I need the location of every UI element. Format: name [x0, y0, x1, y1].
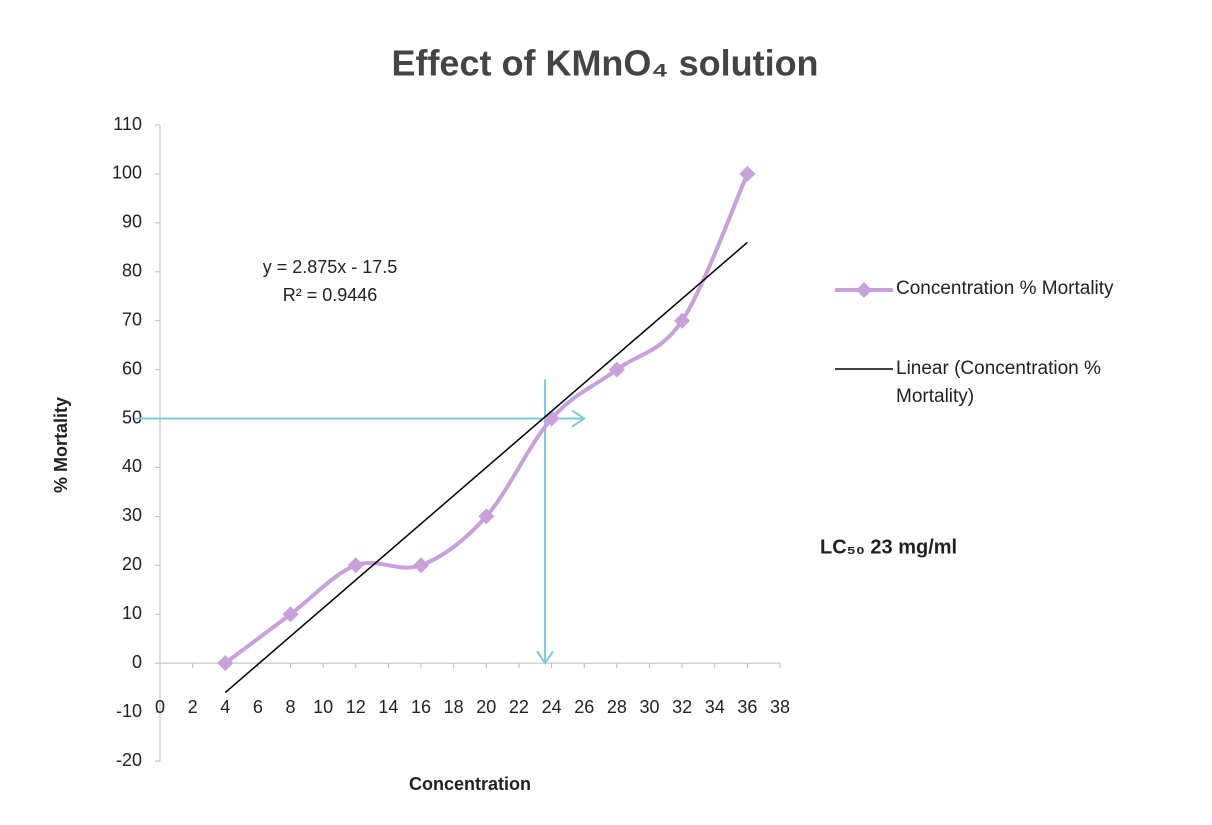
- x-tick-label: 16: [411, 697, 431, 717]
- marker: [217, 655, 234, 672]
- legend-label: Concentration % Mortality: [896, 278, 1114, 299]
- x-tick-label: 24: [542, 697, 562, 717]
- x-tick-label: 18: [444, 697, 464, 717]
- y-tick-label: 110: [113, 114, 142, 134]
- x-tick-label: 12: [346, 697, 366, 717]
- y-tick-label: 20: [122, 554, 142, 574]
- marker: [478, 508, 495, 525]
- y-tick-label: -20: [116, 750, 142, 770]
- chart-title: Effect of KMnO₄ solution: [391, 43, 818, 84]
- x-tick-label: 32: [672, 697, 692, 717]
- marker: [608, 361, 625, 378]
- x-tick-label: 38: [770, 697, 790, 717]
- equation: y = 2.875x - 17.5: [263, 257, 398, 277]
- guide-arrow: [571, 409, 587, 428]
- marker: [347, 557, 364, 574]
- y-tick-label: 50: [122, 407, 142, 427]
- x-tick-label: 2: [188, 697, 198, 717]
- x-tick-label: 28: [607, 697, 627, 717]
- marker: [674, 312, 691, 329]
- x-tick-label: 20: [476, 697, 496, 717]
- lc50-label: LC₅₀ 23 mg/ml: [820, 536, 957, 558]
- x-tick-label: 36: [737, 697, 757, 717]
- y-tick-label: 90: [122, 212, 142, 232]
- x-tick-label: 30: [639, 697, 659, 717]
- marker: [739, 165, 756, 182]
- marker: [282, 606, 299, 623]
- x-tick-label: 26: [574, 697, 594, 717]
- y-tick-label: -10: [116, 701, 142, 721]
- y-tick-label: 0: [132, 652, 142, 672]
- legend-marker: [856, 282, 872, 298]
- x-tick-label: 0: [155, 697, 165, 717]
- y-axis-title: % Mortality: [51, 397, 71, 493]
- y-tick-label: 100: [112, 163, 142, 183]
- x-tick-label: 6: [253, 697, 263, 717]
- legend-label: Linear (Concentration % Mortality): [896, 358, 1101, 407]
- x-tick-label: 10: [313, 697, 333, 717]
- x-tick-label: 8: [286, 697, 296, 717]
- x-tick-label: 14: [378, 697, 398, 717]
- y-tick-label: 80: [122, 261, 142, 281]
- guide-arrow: [536, 650, 554, 665]
- r-squared: R² = 0.9446: [283, 285, 378, 305]
- x-tick-label: 22: [509, 697, 529, 717]
- trend-line: [224, 241, 748, 694]
- y-tick-label: 70: [122, 309, 142, 329]
- x-axis-title: Concentration: [409, 774, 531, 794]
- x-tick-label: 34: [705, 697, 725, 717]
- marker: [413, 557, 430, 574]
- y-tick-label: 60: [122, 358, 142, 378]
- x-tick-label: 4: [220, 697, 230, 717]
- y-tick-label: 40: [122, 456, 142, 476]
- y-tick-label: 10: [122, 603, 142, 623]
- y-tick-label: 30: [122, 505, 142, 525]
